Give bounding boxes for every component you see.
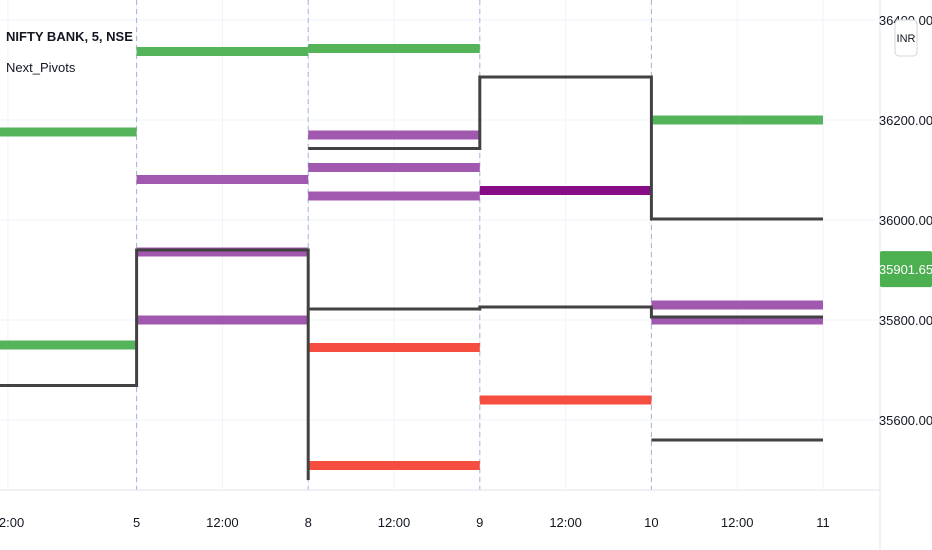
time-tick-label-7: 10 — [644, 515, 658, 530]
pivot-lines — [0, 75, 823, 480]
pivot-line-0 — [0, 248, 823, 480]
currency-badge-frame[interactable] — [894, 19, 918, 57]
time-tick-label-4: 12:00 — [378, 515, 411, 530]
chart-grid — [0, 0, 880, 490]
study-legend[interactable]: Next_Pivots — [6, 60, 76, 75]
price-tick-label-4: 35600.00 — [879, 413, 932, 428]
price-tick-label-1: 36200.00 — [879, 113, 932, 128]
time-tick-label-2: 12:00 — [206, 515, 239, 530]
price-tick-label-2: 36000.00 — [879, 213, 932, 228]
current-price-label: 35901.65 — [879, 262, 932, 277]
time-tick-label-5: 9 — [476, 515, 483, 530]
time-tick-label-9: 11 — [816, 515, 830, 530]
pivot-line-1 — [308, 75, 823, 221]
time-axis[interactable]: 12:00 5 12:00 8 12:00 9 12:00 10 12:00 11 — [0, 515, 830, 530]
current-price-badge — [880, 251, 932, 288]
time-tick-label-8: 12:00 — [721, 515, 754, 530]
time-tick-label-0: 12:00 — [0, 515, 24, 530]
price-tick-label-3: 35800.00 — [879, 313, 932, 328]
time-tick-label-1: 5 — [133, 515, 140, 530]
symbol-legend[interactable]: NIFTY BANK, 5, NSE — [6, 29, 133, 44]
time-tick-label-3: 8 — [305, 515, 312, 530]
currency-badge-text[interactable]: INR — [897, 33, 916, 45]
currency-button[interactable]: INR — [894, 19, 918, 57]
time-tick-label-6: 12:00 — [549, 515, 582, 530]
current-price-marker: 35901.65 — [879, 251, 932, 288]
pivot-levels — [0, 44, 823, 470]
